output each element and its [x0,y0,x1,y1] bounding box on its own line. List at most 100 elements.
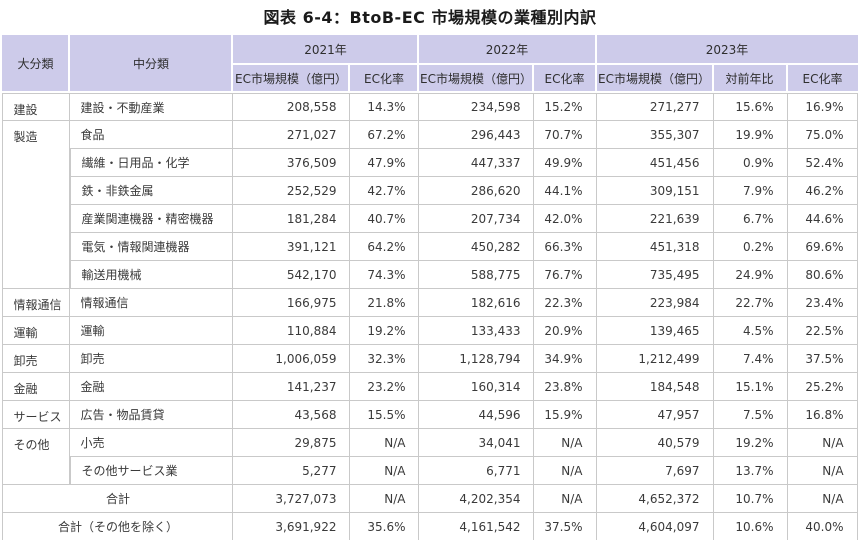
value-cell: 49.9% [534,149,597,177]
value-cell: 23.8% [534,373,597,401]
value-cell: 450,282 [419,233,535,261]
value-cell: 19.9% [713,121,788,149]
col-header-market-size-2023: EC市場規模（億円） [596,65,714,93]
table-row: その他サービス業 5,277 N/A 6,771 N/A 7,697 13.7%… [2,457,858,485]
col-header-market-size-2022: EC市場規模（億円） [419,65,535,93]
value-cell: 7.9% [713,177,788,205]
major-category-cell: 建設 [2,93,71,121]
value-cell: 252,529 [233,177,351,205]
value-cell: 3,727,073 [233,485,351,513]
value-cell: 80.6% [787,261,858,289]
value-cell: 1,212,499 [596,345,714,373]
middle-category-cell: 小売 [70,429,234,457]
value-cell: 286,620 [419,177,535,205]
value-cell: 69.6% [787,233,858,261]
col-header-middle: 中分類 [70,35,234,93]
value-cell: 34,041 [419,429,535,457]
value-cell: 234,598 [419,93,535,121]
value-cell: 16.8% [787,401,858,429]
middle-category-cell: 鉄・非鉄金属 [70,177,234,205]
value-cell: 223,984 [596,289,714,317]
btob-ec-market-table: 大分類 中分類 2021年 2022年 2023年 EC市場規模（億円） EC化… [2,35,858,540]
value-cell: 542,170 [233,261,351,289]
value-cell: 64.2% [350,233,420,261]
value-cell: 22.7% [713,289,788,317]
value-cell: 10.7% [713,485,788,513]
value-cell: 76.7% [534,261,597,289]
middle-category-cell: 電気・情報関連機器 [70,233,234,261]
value-cell: 15.5% [350,401,420,429]
middle-category-cell: 建設・不動産業 [70,93,234,121]
col-header-ec-rate-2023: EC化率 [787,65,858,93]
value-cell: 160,314 [419,373,535,401]
value-cell: N/A [350,429,420,457]
table-row: 電気・情報関連機器 391,121 64.2% 450,282 66.3% 45… [2,233,858,261]
value-cell: N/A [787,485,858,513]
value-cell: 10.6% [713,513,788,540]
col-header-major: 大分類 [2,35,71,93]
value-cell: 4.5% [713,317,788,345]
value-cell: 52.4% [787,149,858,177]
value-cell: 15.9% [534,401,597,429]
value-cell: 133,433 [419,317,535,345]
value-cell: N/A [350,485,420,513]
value-cell: 43,568 [233,401,351,429]
value-cell: 15.1% [713,373,788,401]
middle-category-cell: その他サービス業 [70,457,234,485]
middle-category-cell: 卸売 [70,345,234,373]
value-cell: 70.7% [534,121,597,149]
table-row: 鉄・非鉄金属 252,529 42.7% 286,620 44.1% 309,1… [2,177,858,205]
value-cell: 37.5% [787,345,858,373]
value-cell: 1,006,059 [233,345,351,373]
value-cell: 181,284 [233,205,351,233]
middle-category-cell: 運輸 [70,317,234,345]
value-cell: 74.3% [350,261,420,289]
value-cell: 1,128,794 [419,345,535,373]
value-cell: N/A [787,429,858,457]
value-cell: 4,604,097 [596,513,714,540]
value-cell: 13.7% [713,457,788,485]
table-row: サービス 広告・物品賃貸 43,568 15.5% 44,596 15.9% 4… [2,401,858,429]
value-cell: 6,771 [419,457,535,485]
value-cell: 207,734 [419,205,535,233]
value-cell: 110,884 [233,317,351,345]
value-cell: 67.2% [350,121,420,149]
value-cell: 3,691,922 [233,513,351,540]
value-cell: 6.7% [713,205,788,233]
major-category-cell: 運輸 [2,317,71,345]
value-cell: 7,697 [596,457,714,485]
value-cell: 40.7% [350,205,420,233]
value-cell: 35.6% [350,513,420,540]
value-cell: 29,875 [233,429,351,457]
value-cell: 20.9% [534,317,597,345]
table-row: 産業関連機器・精密機器 181,284 40.7% 207,734 42.0% … [2,205,858,233]
value-cell: 166,975 [233,289,351,317]
middle-category-cell: 食品 [70,121,234,149]
middle-category-cell: 輸送用機械 [70,261,234,289]
value-cell: 271,277 [596,93,714,121]
value-cell: 7.5% [713,401,788,429]
value-cell: 184,548 [596,373,714,401]
value-cell: 4,652,372 [596,485,714,513]
value-cell: N/A [787,457,858,485]
header-year-row: 大分類 中分類 2021年 2022年 2023年 [2,35,858,93]
total-excl-label-cell: 合計（その他を除く） [2,513,234,540]
value-cell: 4,161,542 [419,513,535,540]
value-cell: 66.3% [534,233,597,261]
major-category-cell: その他 [2,429,71,485]
value-cell: 75.0% [787,121,858,149]
value-cell: 221,639 [596,205,714,233]
major-category-cell: サービス [2,401,71,429]
value-cell: 19.2% [713,429,788,457]
middle-category-cell: 産業関連機器・精密機器 [70,205,234,233]
value-cell: 588,775 [419,261,535,289]
value-cell: 208,558 [233,93,351,121]
table-row: 製造 食品 271,027 67.2% 296,443 70.7% 355,30… [2,121,858,289]
value-cell: 447,337 [419,149,535,177]
value-cell: 139,465 [596,317,714,345]
value-cell: 44,596 [419,401,535,429]
value-cell: 22.3% [534,289,597,317]
value-cell: 46.2% [787,177,858,205]
value-cell: 451,318 [596,233,714,261]
value-cell: N/A [534,485,597,513]
